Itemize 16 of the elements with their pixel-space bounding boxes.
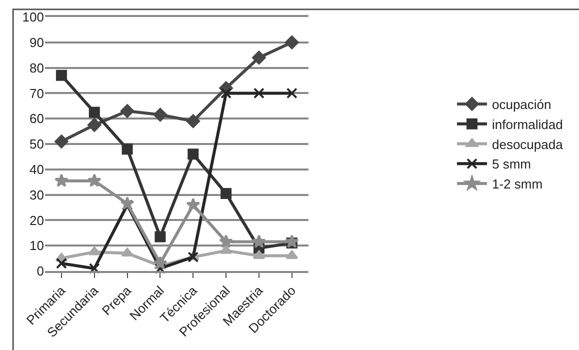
y-tick-label: 20 [30, 212, 44, 228]
legend-label: informalidad [492, 116, 563, 132]
legend-label: 5 smm [492, 156, 531, 172]
y-tick-label: 30 [30, 187, 44, 202]
legend-label: desocupada [492, 136, 564, 152]
y-tick-label: 50 [30, 136, 44, 152]
y-tick-label: 100 [22, 10, 44, 25]
legend-label: ocupación [492, 97, 552, 112]
y-tick-label: 0 [36, 264, 44, 279]
y-tick-label: 90 [30, 34, 44, 50]
y-tick-label: 80 [30, 60, 44, 76]
y-tick-label: 10 [30, 238, 44, 254]
y-tick-label: 60 [30, 111, 44, 126]
y-tick-label: 40 [30, 162, 44, 177]
y-tick-label: 70 [30, 86, 44, 101]
legend-label: 1-2 smm [492, 176, 543, 192]
